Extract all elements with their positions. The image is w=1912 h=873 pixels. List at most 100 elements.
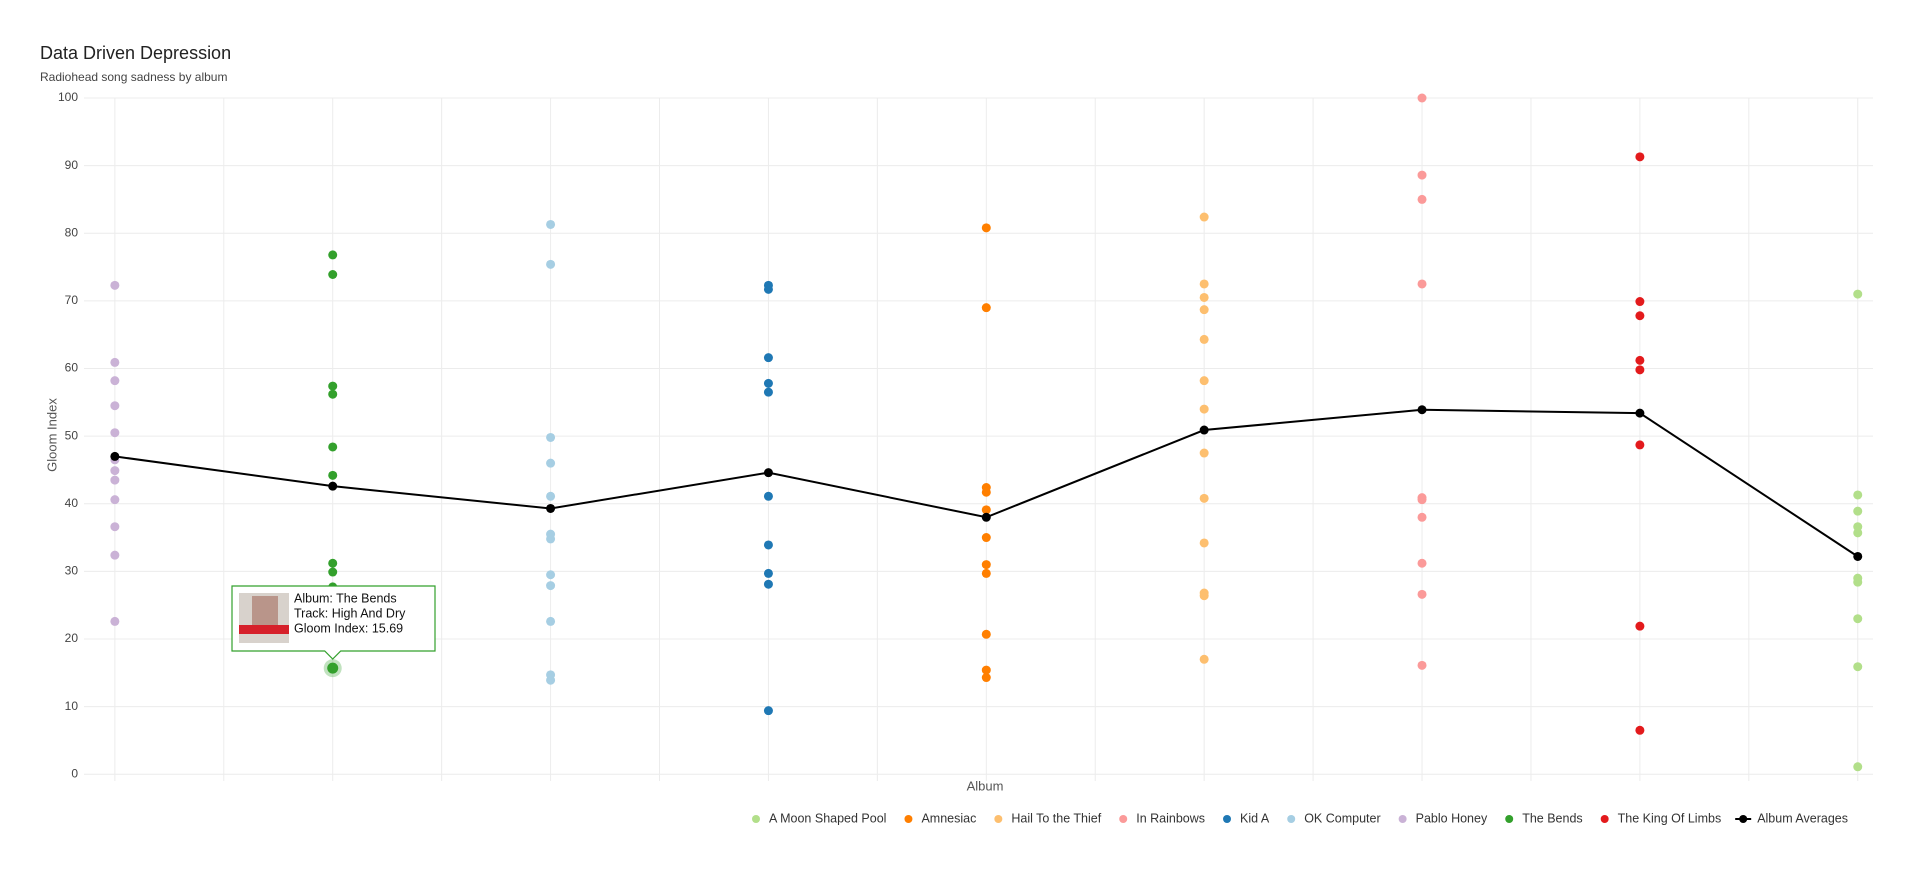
song-point [981, 629, 991, 639]
song-point [1853, 577, 1863, 587]
album-cover-face [252, 596, 278, 626]
song-point [1853, 662, 1863, 672]
song-point [1417, 170, 1427, 180]
song-point [1635, 440, 1645, 450]
song-point [546, 534, 556, 544]
song-point [546, 570, 556, 580]
song-point [110, 428, 120, 438]
song-point [981, 223, 991, 233]
y-tick-label: 60 [65, 361, 79, 375]
y-tick-label: 40 [65, 496, 79, 510]
average-point [981, 512, 991, 522]
average-point [110, 451, 120, 461]
song-point [1635, 152, 1645, 162]
song-point [1199, 591, 1209, 601]
song-point [1417, 279, 1427, 289]
song-point [328, 269, 338, 279]
song-point [981, 665, 991, 675]
song-point [981, 673, 991, 683]
y-tick-label: 20 [65, 631, 79, 645]
average-point [1635, 408, 1645, 418]
legend-marker [1223, 815, 1232, 823]
song-point [110, 357, 120, 367]
song-point [763, 378, 773, 388]
y-tick-label: 30 [65, 564, 79, 578]
song-point [1199, 538, 1209, 548]
song-point [1635, 297, 1645, 307]
average-point [1199, 425, 1209, 435]
highlight-point [327, 662, 339, 674]
legend-label: Kid A [1240, 811, 1270, 825]
album-cover-band [239, 625, 289, 634]
song-point [1635, 621, 1645, 631]
chart-title: Data Driven Depression [40, 43, 231, 63]
legend-label: Pablo Honey [1416, 811, 1488, 825]
song-point [110, 475, 120, 485]
legend-marker [1739, 815, 1748, 823]
song-point [1635, 355, 1645, 365]
song-point [1853, 528, 1863, 538]
song-point [1635, 725, 1645, 735]
song-point [110, 495, 120, 505]
legend-label: OK Computer [1304, 811, 1380, 825]
song-point [1853, 614, 1863, 624]
y-tick-label: 10 [65, 699, 79, 713]
legend-label: The King Of Limbs [1618, 811, 1722, 825]
chart-subtitle: Radiohead song sadness by album [40, 70, 227, 84]
song-point [1199, 493, 1209, 503]
song-point [1199, 305, 1209, 315]
song-point [981, 505, 991, 515]
song-point [328, 381, 338, 391]
song-point [1199, 334, 1209, 344]
song-point [763, 387, 773, 397]
song-point [546, 616, 556, 626]
average-point [328, 481, 338, 491]
song-point [110, 522, 120, 532]
legend-marker [1119, 815, 1128, 823]
song-point [546, 581, 556, 591]
song-point [546, 458, 556, 468]
song-point [1199, 279, 1209, 289]
y-tick-label: 50 [65, 428, 79, 442]
song-point [546, 432, 556, 442]
song-point [1417, 589, 1427, 599]
song-point [981, 303, 991, 313]
song-point [1199, 292, 1209, 302]
tooltip-line: Track: High And Dry [294, 606, 406, 620]
song-point [1853, 289, 1863, 299]
song-point [1417, 660, 1427, 670]
legend-label: In Rainbows [1136, 811, 1205, 825]
y-tick-label: 100 [58, 90, 78, 104]
y-tick-label: 70 [65, 293, 79, 307]
song-point [1853, 490, 1863, 500]
song-point [546, 491, 556, 501]
song-point [1417, 512, 1427, 522]
song-point [1635, 311, 1645, 321]
song-point [763, 706, 773, 716]
song-point [546, 675, 556, 685]
song-point [110, 376, 120, 386]
song-point [981, 533, 991, 543]
legend-marker [1287, 815, 1296, 823]
song-point [110, 280, 120, 290]
y-tick-label: 90 [65, 158, 79, 172]
song-point [328, 470, 338, 480]
song-point [763, 568, 773, 578]
song-point [328, 558, 338, 568]
average-point [1417, 405, 1427, 415]
song-point [546, 259, 556, 269]
legend-marker [994, 815, 1003, 823]
song-point [763, 353, 773, 363]
song-point [1635, 365, 1645, 375]
song-point [981, 560, 991, 570]
average-point [763, 468, 773, 478]
song-point [110, 550, 120, 560]
song-point [1417, 495, 1427, 505]
song-point [1199, 376, 1209, 386]
song-point [1199, 212, 1209, 222]
y-axis-label: Gloom Index [44, 398, 59, 472]
y-tick-label: 80 [65, 225, 79, 239]
tooltip-line: Gloom Index: 15.69 [294, 621, 403, 635]
